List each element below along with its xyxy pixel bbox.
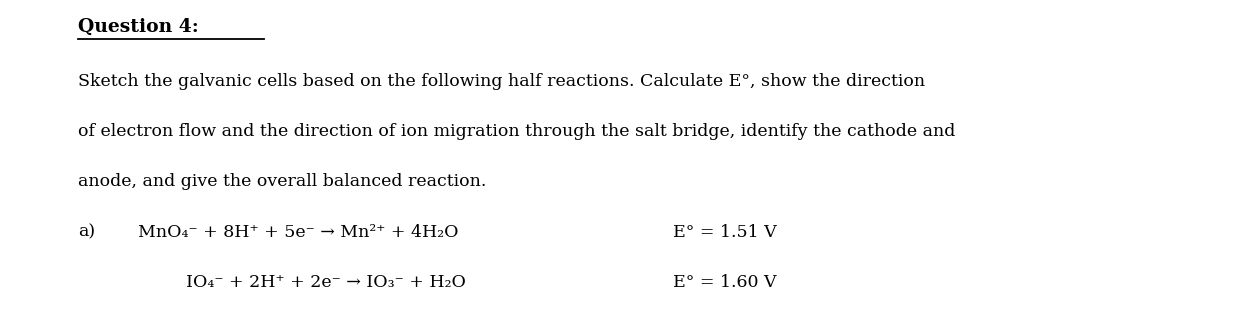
Text: Sketch the galvanic cells based on the following half reactions. Calculate E°, s: Sketch the galvanic cells based on the f… xyxy=(78,73,925,90)
Text: IO₄⁻ + 2H⁺ + 2e⁻ → IO₃⁻ + H₂O: IO₄⁻ + 2H⁺ + 2e⁻ → IO₃⁻ + H₂O xyxy=(186,274,465,291)
Text: Question 4:: Question 4: xyxy=(78,18,199,36)
Text: E° = 1.60 V: E° = 1.60 V xyxy=(673,274,776,291)
Text: E° = 1.51 V: E° = 1.51 V xyxy=(673,224,776,240)
Text: anode, and give the overall balanced reaction.: anode, and give the overall balanced rea… xyxy=(78,173,487,190)
Text: of electron flow and the direction of ion migration through the salt bridge, ide: of electron flow and the direction of io… xyxy=(78,123,955,140)
Text: a): a) xyxy=(78,224,96,240)
Text: MnO₄⁻ + 8H⁺ + 5e⁻ → Mn²⁺ + 4H₂O: MnO₄⁻ + 8H⁺ + 5e⁻ → Mn²⁺ + 4H₂O xyxy=(138,224,459,240)
